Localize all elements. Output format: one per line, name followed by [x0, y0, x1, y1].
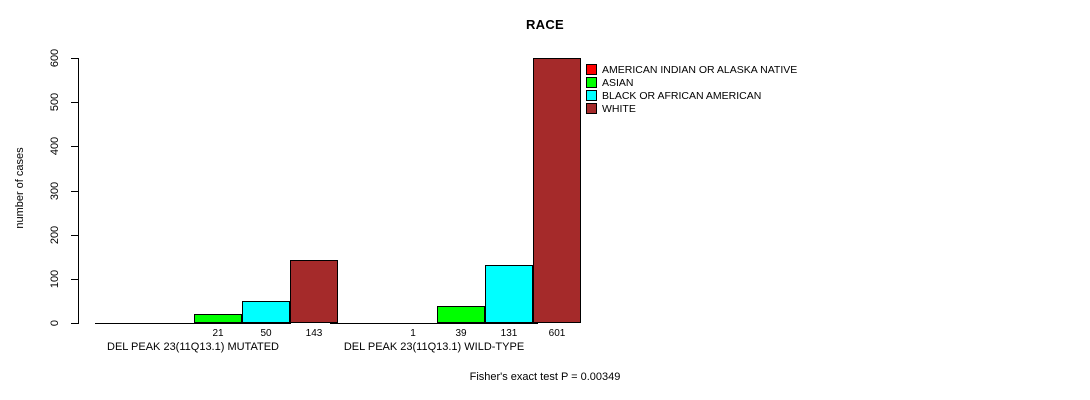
legend-color-swatch-icon	[586, 90, 597, 101]
page-title: RACE	[525, 17, 565, 32]
legend-item-label: BLACK OR AFRICAN AMERICAN	[602, 89, 762, 102]
bar[interactable]	[485, 265, 533, 323]
x-axis-line	[330, 323, 538, 324]
bar[interactable]	[437, 305, 485, 323]
legend-item-label: ASIAN	[602, 76, 634, 89]
bar-value-label: 39	[455, 328, 467, 339]
bar-value-label: 131	[500, 328, 518, 339]
bar-value-label: 21	[212, 328, 224, 339]
bar[interactable]	[533, 57, 581, 323]
legend-item[interactable]: BLACK OR AFRICAN AMERICAN	[586, 89, 797, 102]
legend-item-label: WHITE	[602, 102, 636, 115]
legend-color-swatch-icon	[586, 103, 597, 114]
x-axis-line	[95, 323, 291, 324]
bar[interactable]	[242, 300, 290, 323]
bar-value-label: 601	[548, 328, 566, 339]
y-axis-tick	[71, 102, 78, 104]
bar[interactable]	[290, 259, 338, 323]
y-axis-tick	[71, 146, 78, 148]
y-axis-tick	[71, 278, 78, 280]
y-axis-tick	[71, 323, 78, 324]
statistical-annotation: Fisher's exact test P = 0.00349	[469, 371, 621, 383]
legend-item[interactable]: WHITE	[586, 102, 797, 115]
y-axis-tick	[71, 190, 78, 192]
y-axis-tick	[71, 234, 78, 236]
legend-item[interactable]: ASIAN	[586, 76, 797, 89]
x-axis-group-label: DEL PEAK 23(11Q13.1) WILD-TYPE	[343, 341, 525, 353]
bar-value-label: 1	[410, 328, 416, 339]
legend-color-swatch-icon	[586, 77, 597, 88]
legend-color-swatch-icon	[586, 64, 597, 75]
legend: AMERICAN INDIAN OR ALASKA NATIVE ASIAN BLA…	[586, 63, 797, 115]
bar-value-label: 50	[260, 328, 272, 339]
y-axis-line	[78, 58, 79, 324]
y-axis-tick	[71, 58, 78, 59]
bar[interactable]	[194, 313, 242, 323]
x-axis-group-label: DEL PEAK 23(11Q13.1) MUTATED	[107, 341, 279, 353]
legend-item-label: AMERICAN INDIAN OR ALASKA NATIVE	[602, 63, 798, 76]
legend-item[interactable]: AMERICAN INDIAN OR ALASKA NATIVE	[586, 63, 797, 76]
bar-value-label: 143	[305, 328, 323, 339]
